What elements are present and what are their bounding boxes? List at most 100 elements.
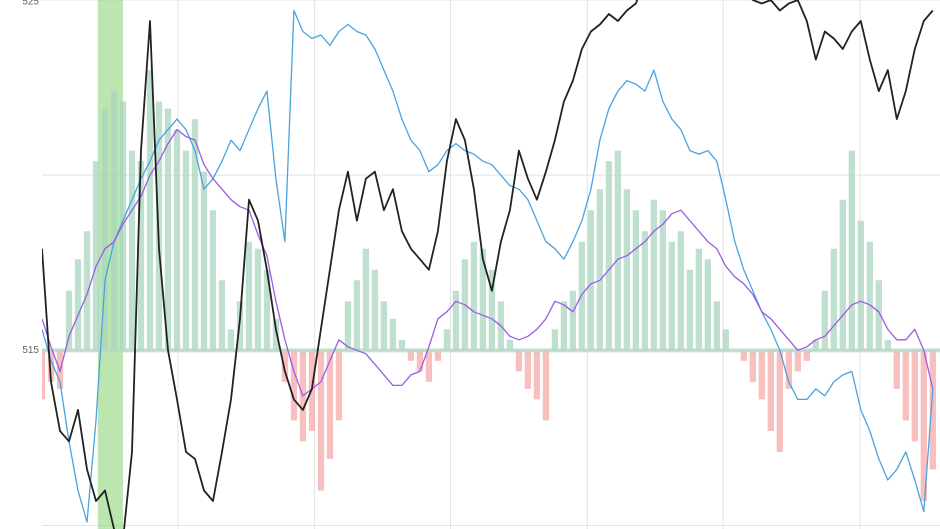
highlight-band xyxy=(97,0,123,529)
y-tick-label: 515 xyxy=(22,345,39,356)
histogram-bar xyxy=(227,329,235,351)
histogram-bar xyxy=(695,248,703,351)
histogram-bar xyxy=(740,350,747,361)
histogram-bar xyxy=(416,350,424,372)
histogram-bar xyxy=(470,241,478,351)
histogram-bar xyxy=(182,150,190,351)
histogram-bar xyxy=(506,339,514,351)
histogram-bar xyxy=(758,350,765,400)
histogram-bar xyxy=(281,350,289,382)
histogram-bar xyxy=(434,350,442,361)
histogram-bar xyxy=(362,248,370,351)
histogram-bar xyxy=(623,189,631,351)
histogram-bar xyxy=(677,231,685,351)
histogram-bar xyxy=(452,290,460,351)
histogram-bar xyxy=(785,350,792,389)
histogram-bar xyxy=(164,108,172,351)
histogram-bar xyxy=(875,280,882,351)
histogram-bar xyxy=(515,350,523,372)
histogram-bar xyxy=(596,189,604,351)
histogram-bar xyxy=(551,329,559,351)
axis-labels: 515 525 xyxy=(22,0,39,356)
histogram-bar xyxy=(920,350,927,501)
series-line xyxy=(42,0,934,529)
histogram-bar xyxy=(380,301,388,351)
histogram-bar xyxy=(767,350,774,431)
y-tick-label: 525 xyxy=(22,0,39,8)
histogram-bar xyxy=(353,280,361,351)
histogram-bar xyxy=(650,199,658,351)
histogram-bar xyxy=(65,290,73,351)
histogram-bar xyxy=(119,101,127,351)
histogram-bar xyxy=(605,161,613,351)
histogram-bar xyxy=(254,248,262,351)
histogram-bar xyxy=(191,119,199,351)
histogram-bar xyxy=(893,350,900,389)
histogram-bar xyxy=(335,350,343,421)
histogram-bar xyxy=(218,280,226,351)
histogram-bar xyxy=(479,248,487,351)
histogram-bar xyxy=(794,350,801,372)
histogram-bar xyxy=(290,350,298,421)
histogram-bar xyxy=(263,269,271,351)
histogram-bar xyxy=(884,339,891,351)
histogram-bar xyxy=(587,210,595,351)
histogram-bar xyxy=(821,290,828,351)
histogram-bar xyxy=(425,350,433,382)
histogram-bar xyxy=(776,350,783,452)
histogram-bar xyxy=(326,350,334,459)
plot-area xyxy=(42,0,940,529)
histogram-bar xyxy=(407,350,415,361)
histogram-bar xyxy=(209,210,217,351)
histogram-bar xyxy=(200,171,208,351)
histogram-bar xyxy=(704,259,712,351)
histogram-bar xyxy=(560,301,568,351)
histogram-bar xyxy=(578,241,586,351)
histogram-bar xyxy=(848,150,855,351)
histogram-bar xyxy=(137,161,145,351)
histogram-bar xyxy=(722,329,729,351)
histogram-bar xyxy=(641,231,649,351)
histogram-bar xyxy=(902,350,909,421)
histogram-bar xyxy=(542,350,550,421)
histogram-bar xyxy=(74,259,82,351)
histogram-bar xyxy=(569,290,577,351)
histogram-bar xyxy=(839,199,846,351)
histogram-bar xyxy=(173,129,181,351)
histogram-bar xyxy=(857,220,864,351)
histogram-bar xyxy=(803,350,810,361)
histogram-bar xyxy=(92,161,100,351)
histogram-bar xyxy=(749,350,756,382)
histogram-bar xyxy=(911,350,918,442)
histogram-bar xyxy=(101,108,109,351)
histogram-bar xyxy=(866,241,873,351)
histogram-bar xyxy=(443,329,451,351)
histogram-bar xyxy=(272,318,280,351)
histogram-bar xyxy=(713,301,720,351)
histogram-bar xyxy=(929,350,936,470)
histogram-bar xyxy=(686,269,694,351)
histogram-bar xyxy=(317,350,325,491)
histogram-bar xyxy=(659,210,667,351)
histogram-bar xyxy=(830,248,837,351)
series-line xyxy=(42,9,934,523)
histogram-bar xyxy=(632,210,640,351)
histogram-bar xyxy=(110,91,118,351)
histogram-bar xyxy=(398,339,406,351)
histogram-bar xyxy=(812,339,819,351)
series-line xyxy=(42,128,934,397)
histogram-bar xyxy=(344,301,352,351)
histogram-bar xyxy=(83,231,91,351)
histogram-bar xyxy=(488,269,496,351)
histogram-bar xyxy=(668,241,676,351)
histogram-bar xyxy=(524,350,532,389)
histogram-bar xyxy=(47,350,55,382)
histogram-bar xyxy=(389,318,397,351)
histogram-bar xyxy=(245,241,253,351)
histogram-bar xyxy=(146,70,154,351)
histogram-bar xyxy=(371,269,379,351)
histogram-bar xyxy=(614,150,622,351)
histogram-bar xyxy=(42,350,46,400)
